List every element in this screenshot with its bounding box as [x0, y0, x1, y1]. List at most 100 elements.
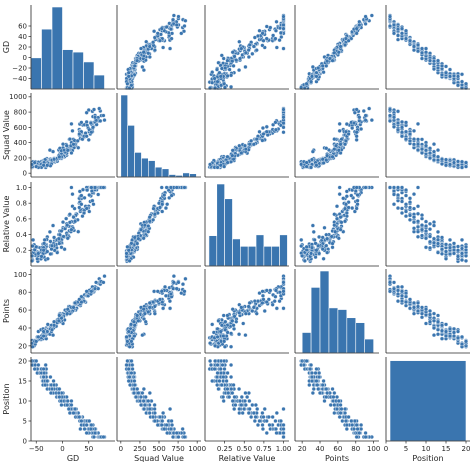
scatter-point — [264, 124, 269, 129]
scatter-point — [42, 370, 47, 376]
scatter-point — [403, 294, 409, 299]
hist-bar — [389, 360, 467, 442]
y-tick-label: 200 — [14, 154, 27, 162]
scatter-point — [221, 398, 226, 404]
scatter-point — [147, 219, 152, 224]
scatter-point — [301, 362, 307, 368]
scatter-point — [361, 108, 366, 114]
scatter-point — [338, 215, 343, 220]
scatter-point — [220, 362, 225, 368]
scatter-point — [264, 288, 269, 293]
scatter-point — [273, 36, 278, 41]
panel-points-vs-relative-value — [204, 269, 289, 354]
scatter-point — [67, 410, 72, 416]
scatter-point — [48, 374, 53, 380]
scatter-point — [255, 422, 261, 428]
scatter-point — [363, 113, 368, 118]
scatter-point — [159, 422, 164, 428]
scatter-point — [221, 394, 226, 400]
scatter-point — [222, 339, 227, 344]
scatter-point — [423, 50, 429, 55]
scatter-point — [132, 378, 137, 384]
scatter-point — [266, 414, 271, 420]
scatter-point — [174, 22, 179, 28]
scatter-point — [281, 406, 286, 412]
scatter-point — [281, 280, 286, 285]
scatter-point — [387, 118, 393, 124]
y-tick-label: 80 — [18, 289, 27, 297]
scatter-point — [64, 143, 69, 148]
scatter-point — [79, 193, 84, 198]
hist-bar — [310, 287, 321, 354]
scatter-point — [260, 410, 265, 416]
scatter-point — [125, 358, 130, 364]
scatter-point — [346, 414, 351, 420]
scatter-point — [64, 216, 69, 221]
scatter-point — [230, 153, 235, 158]
scatter-point — [336, 236, 341, 241]
scatter-point — [208, 362, 214, 368]
scatter-point — [261, 131, 266, 137]
scatter-point — [212, 76, 217, 81]
scatter-point — [336, 148, 341, 153]
scatter-point — [403, 36, 409, 41]
scatter-point — [463, 253, 469, 258]
scatter-point — [359, 422, 364, 428]
y-tick-label: 10 — [18, 397, 27, 405]
panel-squad-value-vs-points — [294, 93, 379, 178]
scatter-point — [387, 23, 393, 29]
hist-bar — [247, 246, 257, 267]
scatter-point — [77, 414, 82, 420]
hist-bar — [346, 317, 357, 354]
scatter-point — [243, 147, 248, 152]
scatter-point — [250, 402, 255, 408]
scatter-point — [136, 390, 141, 396]
hist-bar — [134, 152, 142, 178]
panel-squad-value-vs-position — [385, 93, 470, 178]
scatter-point — [124, 334, 129, 339]
scatter-point — [250, 51, 255, 56]
scatter-point — [463, 339, 469, 344]
scatter-point — [237, 39, 242, 44]
scatter-point — [343, 202, 349, 207]
scatter-point — [354, 137, 359, 142]
scatter-point — [391, 192, 397, 197]
scatter-point — [71, 410, 76, 416]
x-tick-label: 500 — [152, 445, 165, 453]
scatter-point — [419, 150, 425, 156]
scatter-point — [132, 63, 137, 68]
hist-bar — [255, 234, 265, 267]
scatter-point — [243, 311, 248, 316]
scatter-point — [232, 54, 237, 59]
scatter-point — [208, 341, 213, 346]
scatter-point — [334, 216, 340, 221]
scatter-point — [56, 236, 61, 241]
scatter-point — [218, 370, 224, 376]
scatter-point — [407, 297, 413, 302]
scatter-point — [439, 157, 445, 162]
scatter-point — [403, 299, 409, 305]
scatter-point — [171, 274, 176, 279]
scatter-point — [451, 241, 457, 246]
scatter-point — [353, 188, 358, 194]
scatter-point — [344, 422, 349, 428]
scatter-point — [338, 410, 343, 416]
scatter-point — [395, 27, 401, 32]
scatter-point — [260, 426, 266, 432]
scatter-point — [415, 147, 421, 153]
scatter-point — [71, 215, 76, 220]
scatter-point — [124, 362, 129, 368]
scatter-point — [208, 358, 213, 364]
scatter-point — [255, 406, 260, 412]
scatter-point — [39, 254, 44, 259]
scatter-point — [167, 46, 173, 51]
x-tick-label: 250 — [133, 445, 146, 453]
scatter-point — [427, 146, 433, 151]
scatter-point — [391, 286, 397, 291]
scatter-point — [334, 394, 340, 400]
scatter-point — [338, 227, 343, 232]
scatter-point — [344, 189, 349, 194]
scatter-point — [237, 143, 242, 148]
scatter-point — [407, 138, 413, 143]
scatter-point — [346, 131, 351, 137]
